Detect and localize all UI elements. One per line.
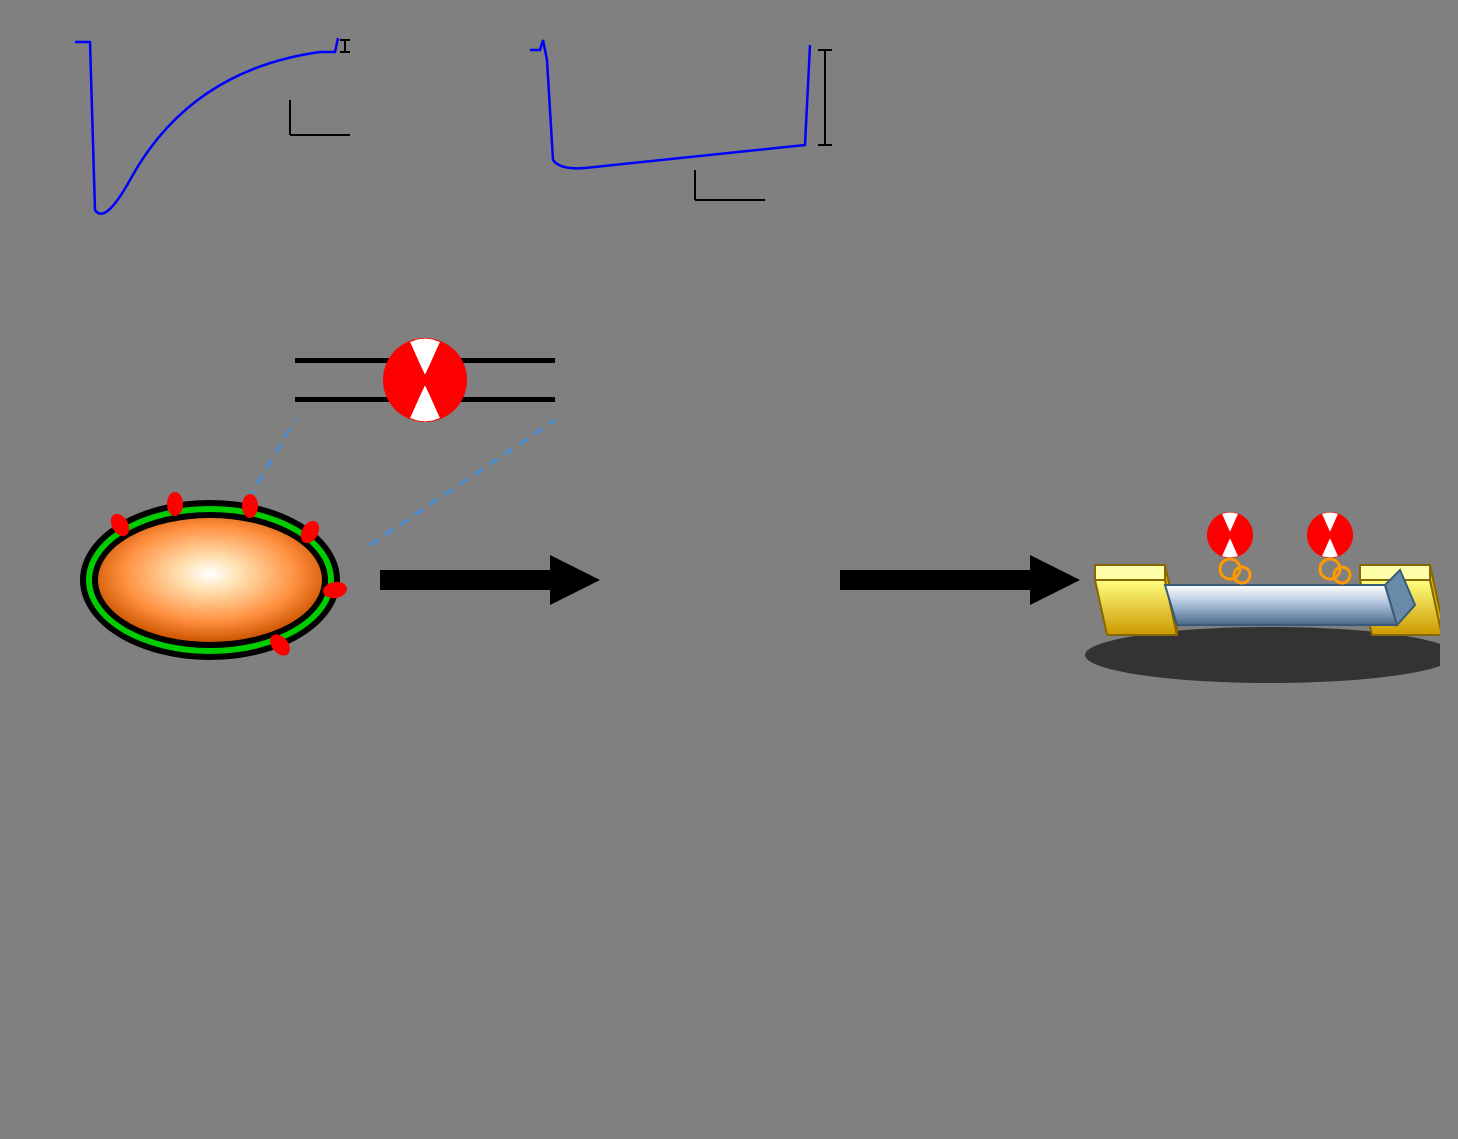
panel-e-chart: [55, 770, 505, 1110]
panel-g-chart: [1018, 742, 1448, 1132]
panel-a-trace: [70, 30, 420, 260]
panel-d-diagram: [40, 320, 1440, 720]
panel-c-chart: [1000, 8, 1430, 288]
panel-b-trace: [525, 30, 895, 260]
panel-f-chart: [545, 770, 995, 1110]
